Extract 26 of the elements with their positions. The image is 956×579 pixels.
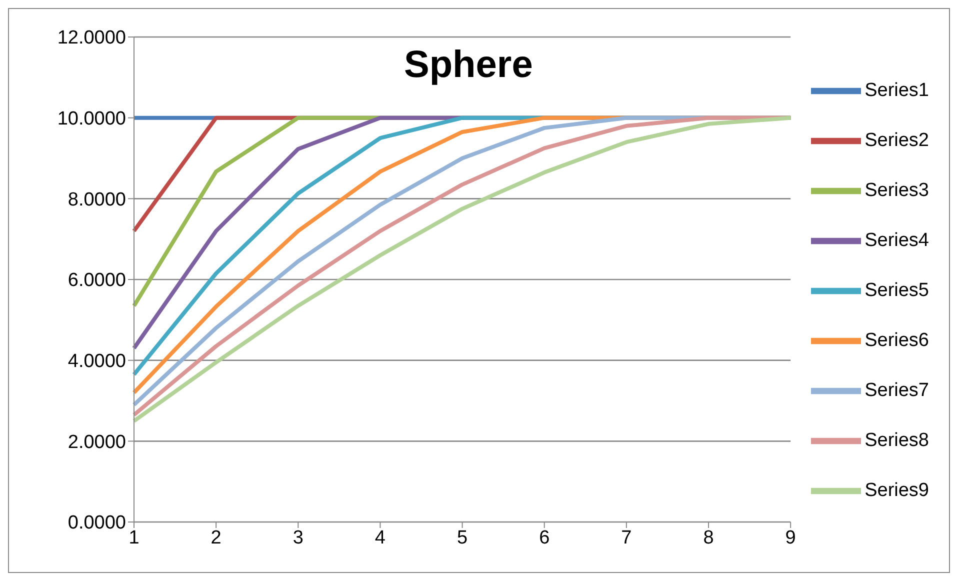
legend-label: Series6 bbox=[864, 330, 929, 351]
chart-title: Sphere bbox=[404, 44, 533, 87]
x-tick-label: 3 bbox=[292, 527, 304, 548]
legend-label: Series1 bbox=[864, 80, 929, 101]
y-tick-label: 10.0000 bbox=[57, 108, 126, 130]
y-tick-label: 8.0000 bbox=[68, 189, 126, 210]
x-tick-label: 6 bbox=[539, 527, 550, 548]
legend-label: Series4 bbox=[864, 230, 929, 251]
legend-label: Series9 bbox=[864, 480, 929, 501]
legend-label: Series5 bbox=[864, 280, 929, 301]
x-tick-label: 8 bbox=[703, 527, 714, 548]
x-tick-label: 5 bbox=[457, 527, 468, 548]
y-tick-label: 2.0000 bbox=[68, 432, 126, 453]
y-tick-label: 4.0000 bbox=[68, 351, 126, 372]
y-tick-label: 0.0000 bbox=[68, 512, 126, 534]
legend-label: Series3 bbox=[864, 180, 929, 201]
x-tick-label: 1 bbox=[128, 527, 140, 548]
x-tick-label: 4 bbox=[374, 527, 386, 548]
legend-label: Series7 bbox=[864, 380, 929, 401]
x-tick-label: 9 bbox=[785, 527, 796, 548]
x-tick-label: 2 bbox=[210, 527, 222, 548]
legend-label: Series8 bbox=[864, 430, 929, 451]
y-tick-label: 6.0000 bbox=[68, 270, 126, 292]
y-tick-label: 12.0000 bbox=[57, 28, 126, 49]
legend-label: Series2 bbox=[864, 130, 929, 151]
x-tick-label: 7 bbox=[621, 527, 632, 548]
